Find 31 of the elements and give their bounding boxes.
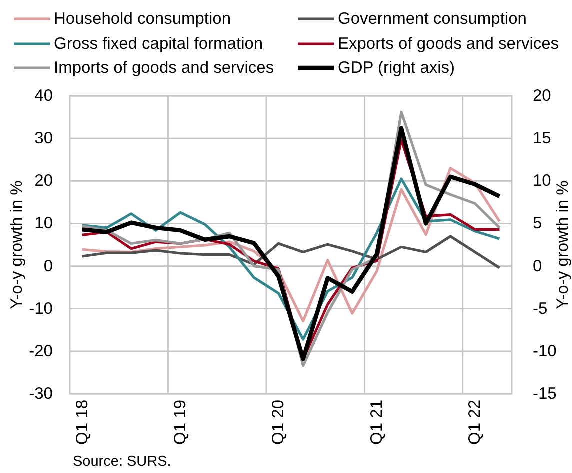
y-axis-title: Y-o-y growth in %	[8, 180, 26, 310]
legend-label: Household consumption	[54, 10, 232, 28]
x-tick-label: Q1 20	[270, 400, 288, 445]
legend-label: Government consumption	[338, 10, 527, 28]
x-tick-label: Q1 18	[73, 400, 92, 445]
y2-tick-label: 20	[533, 87, 552, 105]
y-tick-label: -20	[29, 342, 53, 360]
y-tick-label: 0	[44, 257, 53, 276]
x-tick-label: Q1 22	[466, 400, 484, 445]
legend-label: Imports of goods and services	[54, 59, 274, 77]
y-tick-label: -10	[29, 300, 53, 318]
y-tick-label: -30	[29, 385, 53, 403]
legend-label: Gross fixed capital formation	[54, 35, 264, 53]
y2-tick-label: -10	[533, 342, 557, 360]
y2-tick-label: 0	[533, 257, 542, 276]
y-tick-label: 40	[34, 87, 53, 105]
y2-axis-title: Y-o-y growth in %	[554, 180, 572, 310]
x-tick-label: Q1 19	[172, 400, 190, 445]
y2-tick-label: 10	[533, 172, 552, 190]
y-tick-label: 20	[34, 172, 53, 190]
y2-tick-label: -15	[533, 385, 557, 403]
source-note: Source: SURS.	[73, 454, 172, 470]
y2-tick-label: -5	[533, 300, 548, 318]
y-tick-label: 10	[34, 214, 53, 233]
x-tick-label: Q1 21	[368, 400, 386, 445]
legend-label: Exports of goods and services	[338, 35, 560, 53]
y2-tick-label: 5	[533, 214, 542, 233]
legend-label: GDP (right axis)	[338, 59, 456, 77]
y-tick-label: 30	[34, 130, 53, 148]
y2-tick-label: 15	[533, 130, 552, 148]
line-series	[80, 235, 502, 270]
